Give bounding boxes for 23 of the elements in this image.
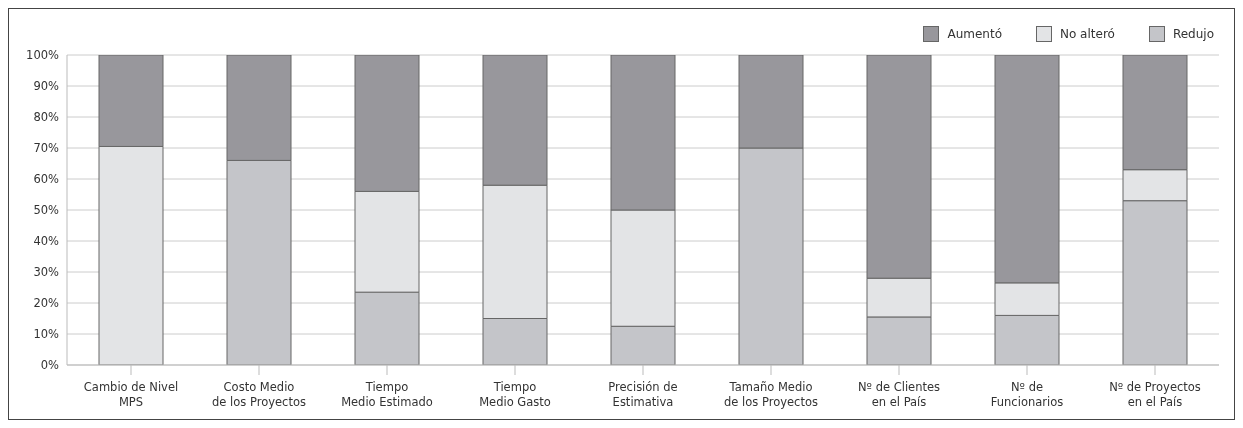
- x-tick-label: Precisión de Estimativa: [608, 380, 678, 409]
- y-tick-label: 60%: [33, 172, 60, 187]
- legend-label: Aumentó: [947, 27, 1002, 41]
- y-tick-label: 10%: [33, 327, 60, 342]
- x-tick-label: Nº de Proyectos en el País: [1109, 380, 1201, 409]
- y-tick-label: 100%: [26, 48, 60, 63]
- x-tick-label: Nº de Clientes en el País: [857, 380, 941, 409]
- y-tick-label: 80%: [33, 110, 60, 125]
- y-tick-label: 90%: [33, 79, 60, 94]
- x-tick-label: Cambio de Nivel MPS: [83, 380, 179, 409]
- y-tick-label: 70%: [33, 141, 60, 156]
- legend-label: Redujo: [1172, 27, 1214, 41]
- x-tick-label: Nº de Funcionarios: [990, 380, 1064, 409]
- y-tick-label: 40%: [33, 234, 60, 249]
- y-tick-label: 0%: [40, 358, 60, 373]
- y-tick-label: 50%: [33, 203, 60, 218]
- x-tick-label: Tamaño Medio de los Proyectos: [724, 380, 818, 409]
- y-tick-label: 30%: [33, 265, 60, 280]
- x-tick-label: Tiempo Medio Gasto: [479, 380, 551, 409]
- y-tick-label: 20%: [33, 296, 60, 311]
- x-tick-label: Costo Medio de los Proyectos: [212, 380, 306, 409]
- x-tick-label: Tiempo Medio Estimado: [341, 380, 433, 409]
- legend-label: No alteró: [1059, 27, 1115, 41]
